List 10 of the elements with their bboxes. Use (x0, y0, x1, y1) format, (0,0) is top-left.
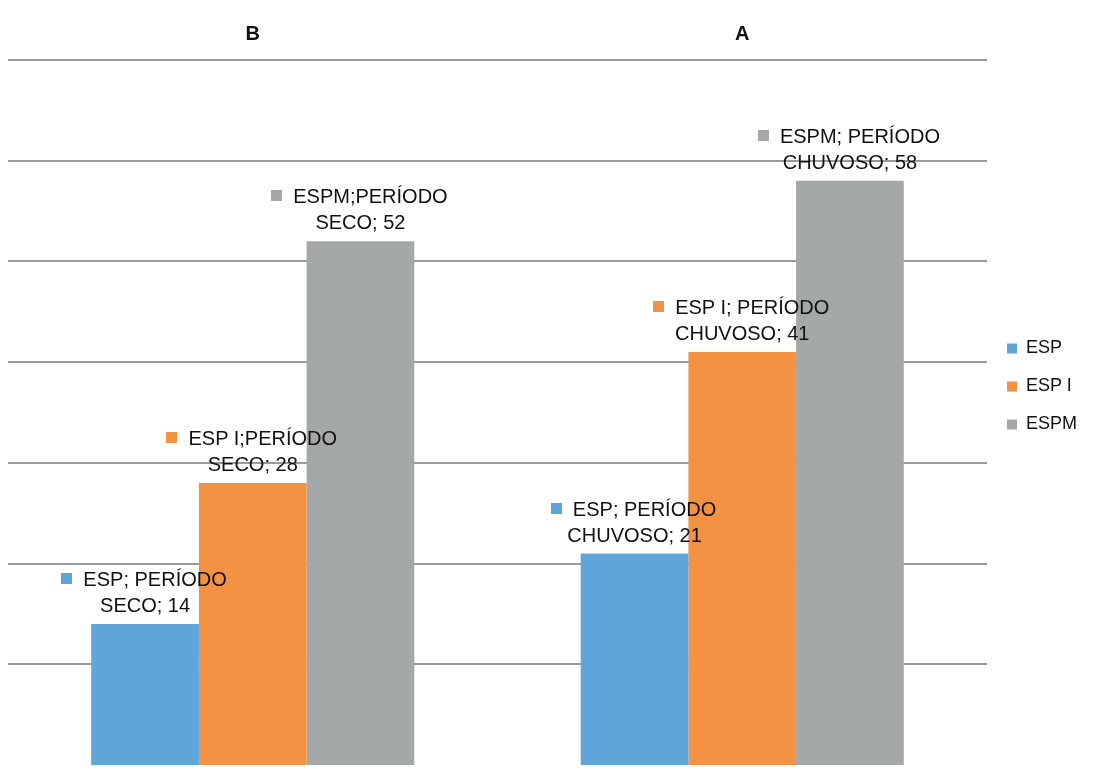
x-tick-label: A (735, 21, 750, 44)
legend-label: ESPM (1025, 413, 1077, 434)
legend-label: ESP (1025, 337, 1063, 358)
bar (580, 553, 689, 765)
data-label: ESPM;PERÍODO SECO; 52 (293, 185, 448, 234)
data-label: ESPM; PERÍODO CHUVOSO; 58 (779, 124, 940, 173)
bar (91, 624, 199, 765)
data-label: ESP I;PERÍODO SECO; 28 (188, 427, 338, 475)
x-tick-label: B (245, 21, 260, 44)
legend-label: ESP I (1025, 375, 1072, 396)
